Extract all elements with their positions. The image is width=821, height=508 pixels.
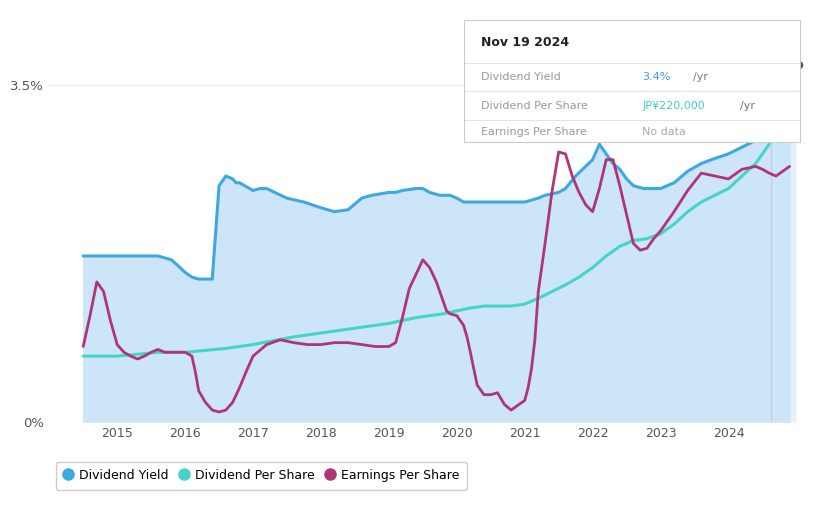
Text: Dividend Per Share: Dividend Per Share [481,101,588,111]
Text: /yr: /yr [740,101,754,111]
Text: Nov 19 2024: Nov 19 2024 [481,36,569,49]
Text: No data: No data [642,128,686,138]
Text: Earnings Per Share: Earnings Per Share [481,128,586,138]
Bar [771,51,796,422]
Text: Dividend Yield: Dividend Yield [481,72,561,82]
Text: 3.4%: 3.4% [642,72,671,82]
Text: JP¥220,000: JP¥220,000 [642,101,705,111]
Text: Past●: Past● [772,59,805,69]
Text: /yr: /yr [693,72,708,82]
Legend: Dividend Yield, Dividend Per Share, Earnings Per Share: Dividend Yield, Dividend Per Share, Earn… [56,462,467,490]
